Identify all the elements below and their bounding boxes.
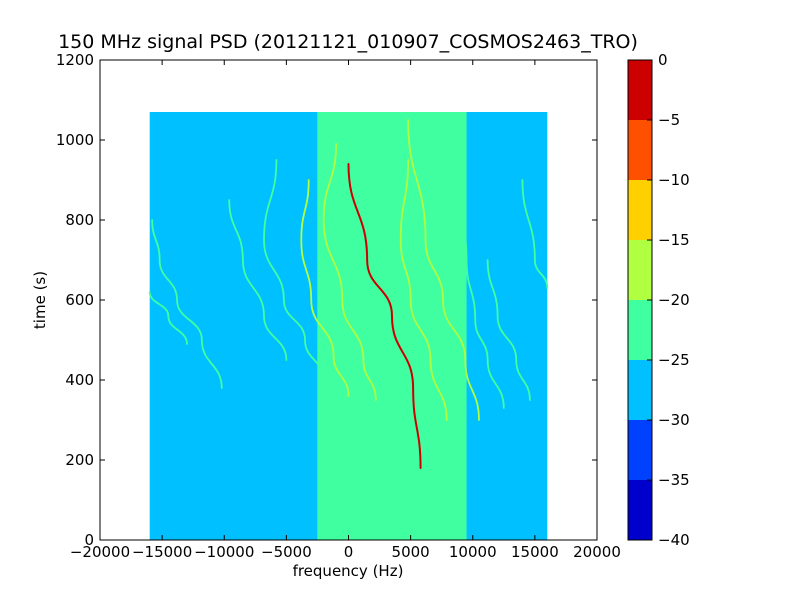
y-tick-label: 800: [65, 211, 94, 229]
y-tick-label: 400: [65, 371, 94, 389]
signal-trace-5: [300, 179, 350, 397]
colorbar-tick-label: −10: [658, 171, 690, 189]
colorbar-swatch-7: [628, 120, 652, 180]
chart-title: 150 MHz signal PSD (20121121_010907_COSM…: [58, 31, 638, 53]
background-region-3: [466, 112, 548, 540]
colorbar-swatch-8: [628, 60, 652, 120]
x-tick-label: 10000: [449, 543, 497, 561]
colorbar-tick-label: −30: [658, 411, 690, 429]
signal-trace-6: [450, 159, 505, 409]
colorbar-swatch-1: [628, 480, 652, 540]
signal-trace-8: [486, 259, 531, 401]
colorbar-tick-label: −35: [658, 471, 690, 489]
colorbar-tick-label: −20: [658, 291, 690, 309]
signal-trace-10: [228, 199, 288, 361]
x-tick-label: −10000: [194, 543, 254, 561]
colorbar-tick-label: 0: [658, 51, 668, 69]
colorbar-swatch-5: [628, 240, 652, 300]
colorbar-tick-label: −40: [658, 531, 690, 549]
y-tick-label: 600: [65, 291, 94, 309]
signal-trace-3: [322, 143, 377, 401]
x-axis-label: frequency (Hz): [293, 562, 404, 580]
colorbar-swatch-3: [628, 360, 652, 420]
colorbar-tick-label: −5: [658, 111, 680, 129]
colorbar-swatch-4: [628, 300, 652, 360]
signal-trace-9: [151, 219, 223, 389]
y-axis: 0 200 400 600 800 1000 1200: [56, 51, 597, 549]
x-tick-label: −20000: [70, 543, 130, 561]
signal-trace-4: [407, 119, 480, 421]
y-tick-label: 1000: [56, 131, 94, 149]
colorbar: 0 −5 −10 −15 −20 −25 −30 −35 −40: [627, 51, 690, 549]
colorbar-swatch-2: [628, 420, 652, 480]
y-tick-label: 1200: [56, 51, 94, 69]
x-tick-label: 20000: [573, 543, 621, 561]
signal-trace-2: [399, 159, 448, 421]
signal-trace-1: [347, 163, 422, 469]
x-tick-label: 15000: [511, 543, 559, 561]
x-tick-label: 5000: [392, 543, 430, 561]
y-tick-label: 200: [65, 451, 94, 469]
x-tick-label: −15000: [132, 543, 192, 561]
x-axis: −20000 −15000 −10000 −5000 0 5000 10000 15000 20…: [70, 60, 621, 561]
background-region-1: [149, 112, 318, 540]
signal-trace-12: [521, 179, 549, 289]
x-tick-label: −5000: [261, 543, 312, 561]
colorbar-swatch-6: [628, 180, 652, 240]
plot-area: [148, 112, 549, 540]
x-tick-label: 0: [344, 543, 354, 561]
colorbar-tick-label: −25: [658, 351, 690, 369]
colorbar-tick-label: −15: [658, 231, 690, 249]
y-axis-label: time (s): [31, 271, 49, 329]
y-tick-label: 0: [84, 531, 94, 549]
signal-trace-7: [263, 159, 325, 381]
signal-trace-11: [148, 291, 188, 345]
